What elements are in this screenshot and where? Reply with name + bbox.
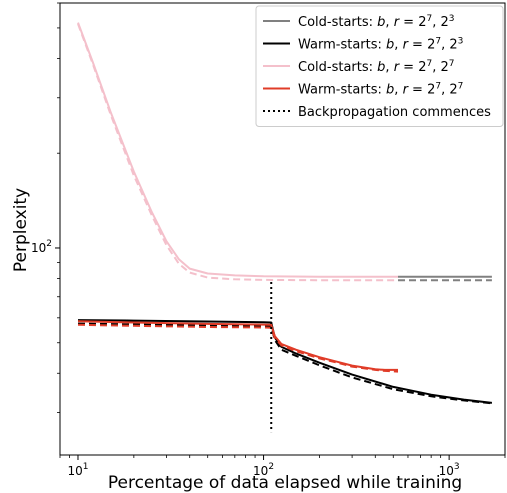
plot-frame [59,2,506,456]
series-line-3 [77,322,493,405]
legend: Cold-starts: b, r = 27, 23 Warm-starts: b… [255,5,504,127]
legend-label: Warm-starts: b, r = 27, 23 [298,37,463,53]
legend-label: Warm-starts: b, r = 27, 27 [298,82,463,98]
series-line-2 [77,319,493,404]
legend-label: Backpropagation commences [298,105,491,120]
x-axis-label: Percentage of data elapsed while trainin… [108,473,462,493]
plot-area [77,22,493,433]
x-tick-label: 101 [67,462,88,478]
legend-label: Cold-starts: b, r = 27, 23 [298,14,455,30]
series-line-6 [77,320,398,371]
y-tick-label: 102 [31,239,52,255]
series-line-7 [77,323,399,373]
legend-box [255,5,504,127]
legend-label: Cold-starts: b, r = 27, 27 [298,59,455,75]
y-axis-label: Perplexity [11,188,31,272]
